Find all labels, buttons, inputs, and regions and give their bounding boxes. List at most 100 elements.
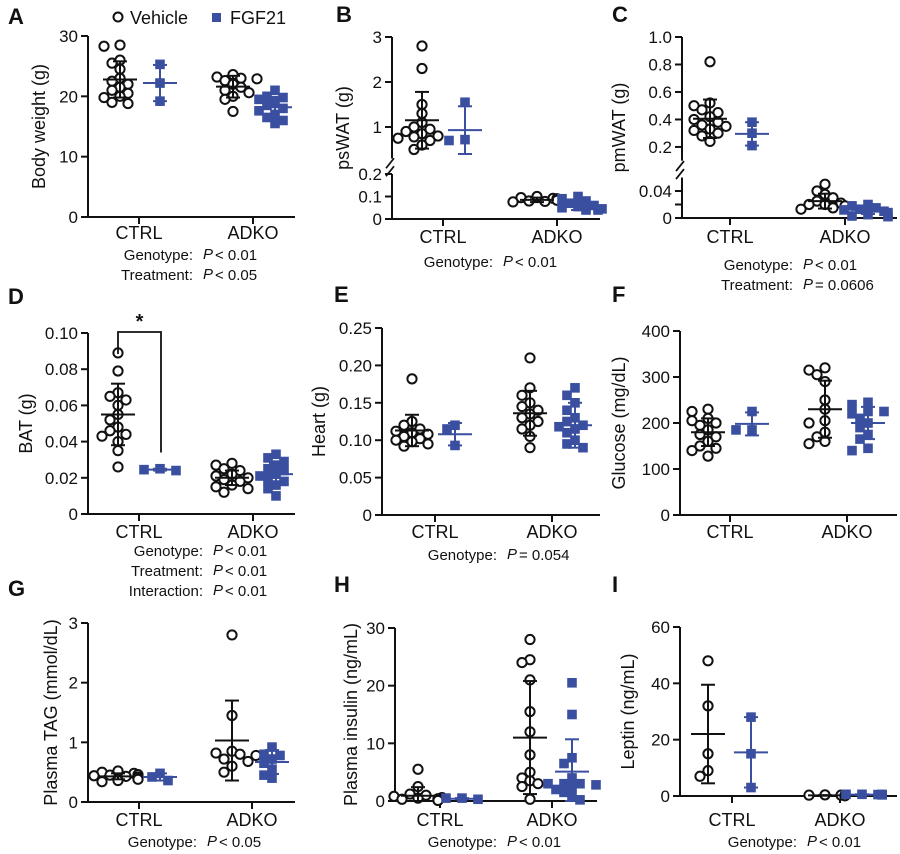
data-point-vehicle bbox=[219, 93, 231, 105]
data-point-vehicle bbox=[686, 415, 698, 427]
data-point-vehicle bbox=[104, 390, 116, 402]
data-point-vehicle bbox=[532, 778, 544, 790]
data-point-vehicle bbox=[803, 417, 815, 429]
y-tick-label: 0.6 bbox=[648, 83, 672, 102]
data-point-vehicle bbox=[132, 773, 144, 785]
data-point-fgf21 bbox=[855, 434, 865, 444]
data-point-fgf21 bbox=[855, 422, 865, 433]
p-symbol: P bbox=[203, 266, 213, 283]
data-point-fgf21 bbox=[279, 465, 289, 476]
stat-label: Treatment: bbox=[121, 267, 193, 284]
y-tick-label: 0.1 bbox=[358, 188, 382, 207]
y-tick-label: 0 bbox=[69, 793, 78, 812]
data-point-fgf21 bbox=[565, 198, 575, 209]
data-point-vehicle bbox=[98, 40, 110, 52]
p-value: < 0.05 bbox=[215, 267, 257, 284]
panel-g: G 0 1 2 3 Plasma TAG (mmol/dL) CTRL ADKO Genotyp… bbox=[8, 576, 295, 851]
y-axis-title: Glucose (mg/dL) bbox=[609, 356, 629, 489]
panel-d: D 0 0.02 0.04 0.06 0.08 0.10 BAT (g) CTRL ADKO * Ge… bbox=[8, 284, 295, 600]
group-vehicle-adko bbox=[803, 362, 842, 450]
y-tick-label: 0.05 bbox=[339, 469, 372, 488]
x-tick-label: CTRL bbox=[708, 810, 755, 830]
y-axis-title: Heart (g) bbox=[309, 386, 329, 457]
group-fgf21-ctrl bbox=[734, 712, 768, 793]
group-vehicle-ctrl bbox=[96, 347, 135, 473]
data-point-vehicle bbox=[96, 430, 108, 442]
p-symbol: P bbox=[207, 833, 217, 850]
x-tick-label: ADKO bbox=[526, 810, 577, 830]
stat-label: Genotype: bbox=[134, 543, 203, 560]
y-tick-label: 0 bbox=[373, 210, 382, 229]
group-fgf21-ctrl bbox=[438, 420, 472, 451]
x-tick-label: CTRL bbox=[115, 223, 162, 243]
y-tick-label: 0.20 bbox=[339, 356, 372, 375]
data-point-fgf21 bbox=[557, 202, 567, 213]
data-point-vehicle bbox=[710, 417, 722, 429]
data-point-fgf21 bbox=[567, 677, 577, 688]
group-fgf21-adko bbox=[554, 383, 592, 453]
data-point-vehicle bbox=[507, 196, 519, 208]
x-tick-label: CTRL bbox=[411, 522, 458, 542]
p-value: < 0.01 bbox=[815, 257, 857, 274]
y-tick-label: 30 bbox=[366, 619, 385, 638]
y-tick-label: 0.4 bbox=[648, 110, 672, 129]
data-point-vehicle bbox=[819, 362, 831, 374]
p-symbol: P bbox=[503, 253, 513, 270]
y-tick-label: 1 bbox=[373, 118, 382, 137]
data-point-vehicle bbox=[114, 39, 126, 51]
p-value: < 0.01 bbox=[225, 583, 267, 600]
y-tick-label: 0.2 bbox=[358, 165, 382, 184]
data-point-vehicle bbox=[811, 369, 823, 381]
p-symbol: P bbox=[203, 246, 213, 263]
group-vehicle-adko bbox=[513, 352, 547, 454]
group-vehicle-adko bbox=[211, 69, 263, 118]
data-point-fgf21 bbox=[444, 135, 454, 146]
legend-vehicle-marker bbox=[112, 11, 124, 23]
data-point-fgf21 bbox=[551, 784, 561, 795]
data-point-vehicle bbox=[696, 104, 708, 116]
data-point-fgf21 bbox=[731, 425, 741, 435]
y-tick-label: 200 bbox=[642, 414, 670, 433]
data-point-vehicle bbox=[524, 352, 536, 364]
y-tick-label: 60 bbox=[651, 618, 670, 637]
p-value: < 0.01 bbox=[519, 834, 561, 851]
y-tick-label: 0.08 bbox=[45, 360, 78, 379]
y-tick-label: 2 bbox=[373, 73, 382, 92]
data-point-vehicle bbox=[122, 97, 134, 110]
axis-break-mark bbox=[385, 157, 395, 169]
data-point-fgf21 bbox=[278, 103, 288, 114]
data-point-fgf21 bbox=[562, 416, 572, 427]
data-point-vehicle bbox=[234, 748, 246, 760]
data-point-fgf21 bbox=[557, 193, 567, 204]
panel-letter: B bbox=[336, 2, 352, 27]
data-point-fgf21 bbox=[271, 491, 281, 501]
data-point-vehicle bbox=[795, 203, 807, 215]
data-point-vehicle bbox=[803, 198, 815, 211]
group-fgf21-adko bbox=[543, 677, 601, 805]
stat-label: Treatment: bbox=[131, 563, 203, 580]
data-point-fgf21 bbox=[578, 442, 588, 453]
data-point-fgf21 bbox=[278, 92, 288, 103]
stat-label: Genotype: bbox=[724, 257, 793, 274]
x-tick-label: CTRL bbox=[706, 227, 753, 247]
significance-star: * bbox=[136, 311, 144, 333]
panel-letter: A bbox=[8, 4, 24, 29]
group-fgf21-adko bbox=[255, 449, 293, 501]
data-point-fgf21 bbox=[270, 118, 280, 129]
p-symbol: P bbox=[213, 562, 223, 579]
data-point-fgf21 bbox=[559, 758, 569, 769]
y-tick-label: 3 bbox=[69, 614, 78, 633]
p-value: = 0.0606 bbox=[815, 277, 874, 294]
group-fgf21-adko bbox=[255, 742, 289, 783]
data-point-vehicle bbox=[704, 56, 716, 68]
data-point-fgf21 bbox=[279, 456, 289, 467]
y-tick-label: 40 bbox=[651, 674, 670, 693]
data-point-vehicle bbox=[242, 483, 254, 495]
y-axis-title: pmWAT (g) bbox=[609, 83, 629, 173]
group-fgf21-adko bbox=[847, 397, 889, 456]
data-point-fgf21 bbox=[562, 405, 572, 416]
data-point-vehicle bbox=[712, 127, 724, 139]
data-point-vehicle bbox=[104, 414, 116, 426]
legend-fgf21-marker bbox=[212, 13, 221, 22]
x-tick-label: ADKO bbox=[814, 810, 865, 830]
